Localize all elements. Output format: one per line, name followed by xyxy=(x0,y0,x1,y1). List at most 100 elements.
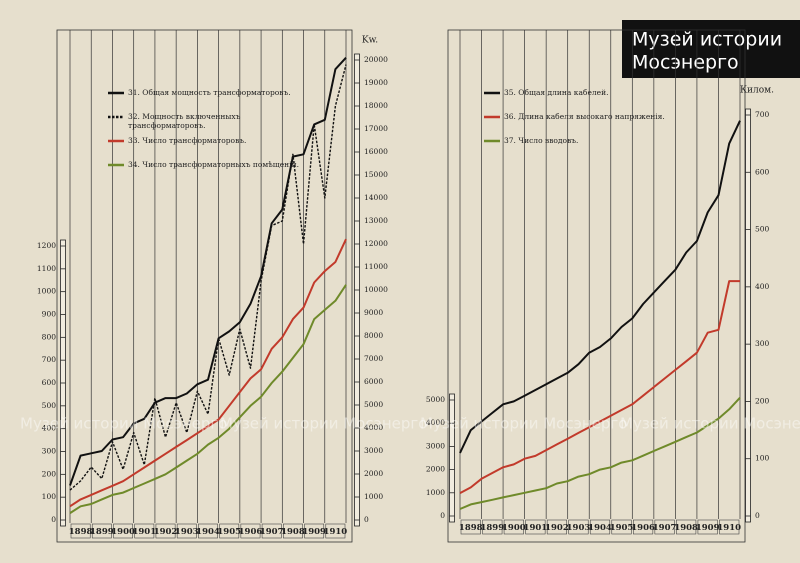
series-line xyxy=(459,120,741,454)
x-tick-label: 1909 xyxy=(696,523,720,533)
y-tick-label: 11000 xyxy=(364,262,388,271)
x-tick-label: 1910 xyxy=(717,523,741,533)
x-tick-box xyxy=(325,523,346,539)
series-line xyxy=(69,57,347,486)
y-tick-label: 19000 xyxy=(364,78,388,87)
x-tick-box xyxy=(503,519,524,535)
y-tick-label: 300 xyxy=(42,447,57,456)
y-tick-label: 700 xyxy=(755,110,770,119)
y-tick-label: 300 xyxy=(755,339,770,348)
y-tick-label: 5000 xyxy=(426,395,445,404)
y-tick-label: 1000 xyxy=(37,287,56,296)
y-tick-label: 1100 xyxy=(37,264,56,273)
x-tick-label: 1900 xyxy=(502,523,526,533)
x-tick-box xyxy=(134,523,155,539)
legend-label: 31. Общая мощность трансформаторовъ. xyxy=(128,88,291,97)
legend-label: 37. Число вводовъ. xyxy=(504,136,579,145)
legend-item: 33. Число трансформаторовъ. xyxy=(128,136,246,145)
x-tick-box xyxy=(240,523,261,539)
legend-item: 36. Длина кабеля высокаго напряженія. xyxy=(504,112,665,121)
y-tick-label: 100 xyxy=(755,454,770,463)
series-line xyxy=(69,64,347,491)
legend-item: 31. Общая мощность трансформаторовъ. xyxy=(128,88,291,97)
legend-label: 32. Мощность включенныхъ трансформаторов… xyxy=(128,112,241,130)
y-tick-label: 900 xyxy=(42,310,57,319)
x-tick-box xyxy=(176,523,197,539)
y-tick-label: 1000 xyxy=(364,492,383,501)
x-tick-label: 1906 xyxy=(239,527,263,537)
x-tick-box xyxy=(91,523,112,539)
axis-ruler xyxy=(449,393,455,523)
y-tick-label: 4000 xyxy=(364,423,383,432)
x-tick-box xyxy=(70,523,91,539)
watermark: Музей истории Мосэнерго xyxy=(20,415,227,433)
x-tick-box xyxy=(697,519,718,535)
logo-line: Мосэнерго xyxy=(632,52,739,74)
x-tick-box xyxy=(525,519,546,535)
x-tick-box xyxy=(155,523,176,539)
y-tick-label: 0 xyxy=(440,511,445,520)
y-tick-label: 0 xyxy=(755,511,760,520)
x-tick-label: 1903 xyxy=(175,527,199,537)
y-tick-label: 2000 xyxy=(364,469,383,478)
y-tick-label: 16000 xyxy=(364,147,388,156)
legend-item: 35. Общая длина кабелей. xyxy=(504,88,608,97)
x-tick-box xyxy=(633,519,654,535)
x-tick-label: 1898 xyxy=(459,523,483,533)
y-tick-label: 6000 xyxy=(364,377,383,386)
x-tick-label: 1904 xyxy=(196,527,220,537)
y-tick-label: 800 xyxy=(42,332,57,341)
x-tick-box xyxy=(546,519,567,535)
x-tick-box xyxy=(304,523,325,539)
x-tick-box xyxy=(676,519,697,535)
y-tick-label: 1000 xyxy=(426,488,445,497)
y-tick-label: 5000 xyxy=(364,400,383,409)
y-tick-label: 0 xyxy=(51,515,56,524)
x-tick-label: 1908 xyxy=(281,527,305,537)
series-line xyxy=(459,397,741,510)
x-tick-label: 1901 xyxy=(524,523,548,533)
y-tick-label: 500 xyxy=(755,225,770,234)
legend-item: 34. Число трансформаторныхъ помѣщеній. xyxy=(128,160,299,169)
y2-axis-label: Kw. xyxy=(362,36,378,46)
y2-axis-label: Килом. xyxy=(740,86,774,96)
x-tick-label: 1902 xyxy=(154,527,178,537)
x-tick-box xyxy=(261,523,282,539)
y-tick-label: 2000 xyxy=(426,465,445,474)
x-tick-box xyxy=(219,523,240,539)
y-tick-label: 3000 xyxy=(426,441,445,450)
x-tick-label: 1906 xyxy=(631,523,655,533)
y-tick-label: 400 xyxy=(42,424,57,433)
y-tick-label: 700 xyxy=(42,355,57,364)
y-tick-label: 8000 xyxy=(364,331,383,340)
y-tick-label: 4000 xyxy=(426,418,445,427)
legend-item: 37. Число вводовъ. xyxy=(504,136,579,145)
x-tick-box xyxy=(611,519,632,535)
x-tick-box xyxy=(113,523,133,539)
watermark: Музей истории Мосэнерго xyxy=(420,415,627,433)
x-tick-label: 1901 xyxy=(132,527,156,537)
panel xyxy=(447,29,746,543)
x-tick-box xyxy=(654,519,675,535)
x-tick-box xyxy=(482,519,503,535)
x-tick-label: 1904 xyxy=(588,523,612,533)
y-tick-label: 9000 xyxy=(364,308,383,317)
y-tick-label: 200 xyxy=(42,469,57,478)
y-tick-label: 600 xyxy=(42,378,57,387)
watermark: Музей истории Мосэнерго xyxy=(220,415,427,433)
y-tick-label: 400 xyxy=(755,282,770,291)
x-tick-label: 1909 xyxy=(302,527,326,537)
y-tick-label: 12000 xyxy=(364,239,388,248)
panel xyxy=(56,29,353,543)
x-tick-box xyxy=(568,519,589,535)
y-tick-label: 0 xyxy=(364,515,369,524)
y-tick-label: 3000 xyxy=(364,446,383,455)
axis-ruler xyxy=(745,108,751,523)
x-tick-label: 1902 xyxy=(545,523,569,533)
watermark: Музей истории Мосэнерго xyxy=(620,415,800,433)
x-tick-box xyxy=(198,523,218,539)
x-tick-label: 1899 xyxy=(90,527,114,537)
x-tick-label: 1898 xyxy=(69,527,93,537)
y-tick-label: 600 xyxy=(755,167,770,176)
